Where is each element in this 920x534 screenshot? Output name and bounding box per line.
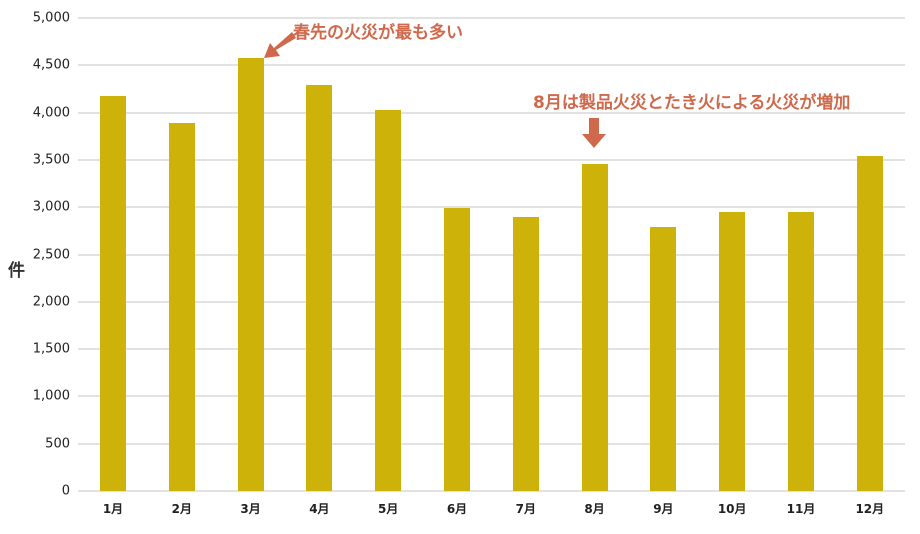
bar xyxy=(168,123,195,491)
gridline xyxy=(78,111,905,114)
bar xyxy=(512,216,539,491)
bar xyxy=(306,85,333,491)
x-tick-label: 12月 xyxy=(855,502,885,516)
y-tick-label: 0 xyxy=(61,483,70,499)
gridline xyxy=(78,348,905,351)
gridline xyxy=(78,490,905,492)
annotation-spring: 春先の火災が最も多い xyxy=(293,23,463,43)
x-tick-label: 5月 xyxy=(378,502,399,516)
gridline xyxy=(78,158,905,161)
gridline xyxy=(78,206,905,209)
y-tick-label: 4,500 xyxy=(32,57,70,73)
x-tick-label: 6月 xyxy=(446,502,468,516)
bar xyxy=(444,208,470,491)
bar xyxy=(650,227,677,491)
annotation-august: 8月は製品火災とたき火による火災が増加 xyxy=(533,93,851,113)
y-tick-label: 2,000 xyxy=(32,294,70,310)
x-tick-label: 11月 xyxy=(786,502,816,516)
arrow-down-icon xyxy=(582,118,606,148)
x-tick-label: 10月 xyxy=(717,502,747,516)
x-tick-label: 1月 xyxy=(102,502,124,516)
y-tick-label: 500 xyxy=(45,436,70,452)
x-tick-label: 4月 xyxy=(309,502,330,516)
gridline xyxy=(78,300,905,303)
y-tick-label: 1,000 xyxy=(32,388,70,404)
gridline xyxy=(78,395,905,398)
arrow-down-left-icon xyxy=(264,32,296,58)
y-tick-label: 3,500 xyxy=(32,152,70,168)
gridline xyxy=(78,442,905,445)
bar xyxy=(719,211,746,491)
bar xyxy=(237,57,264,491)
y-axis-label: 件 xyxy=(8,261,25,281)
gridline xyxy=(78,253,905,256)
x-tick-label: 3月 xyxy=(240,502,261,516)
y-tick-label: 1,500 xyxy=(32,341,70,357)
y-tick-label: 2,500 xyxy=(32,247,70,262)
x-tick-label: 9月 xyxy=(653,502,674,516)
bar xyxy=(375,109,402,491)
bar xyxy=(856,156,883,491)
gridline xyxy=(78,17,905,19)
y-tick-label: 3,000 xyxy=(32,199,70,215)
bar xyxy=(788,211,814,491)
x-tick-label: 8月 xyxy=(584,502,605,516)
bar xyxy=(581,163,608,491)
y-tick-label: 5,000 xyxy=(32,10,70,26)
y-tick-label: 4,000 xyxy=(32,105,70,121)
x-tick-label: 2月 xyxy=(171,502,192,516)
bar xyxy=(100,95,126,491)
gridline xyxy=(78,64,905,67)
x-tick-label: 7月 xyxy=(515,502,536,516)
